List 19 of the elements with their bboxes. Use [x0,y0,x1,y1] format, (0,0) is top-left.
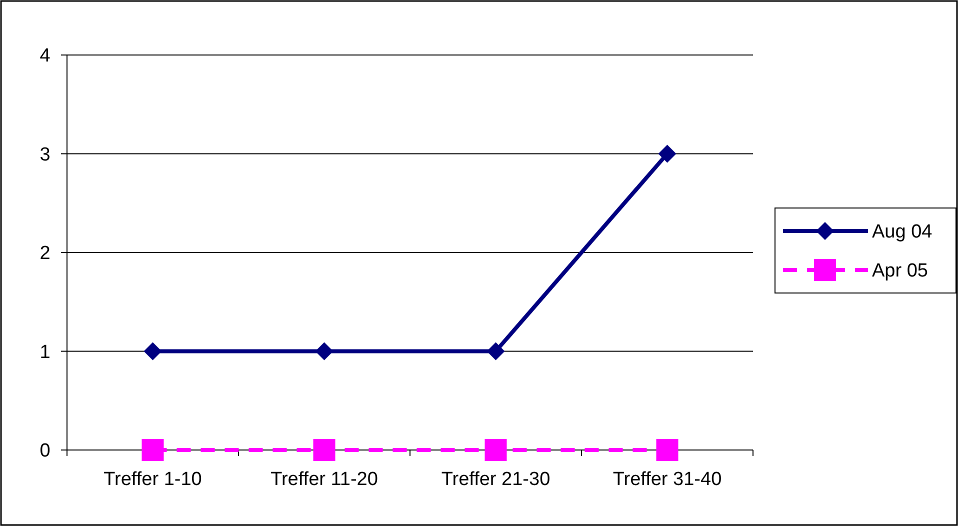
legend-label: Apr 05 [872,260,928,282]
point [315,342,334,360]
y-tick-label: 4 [40,46,51,67]
y-tick-label: 3 [40,144,50,166]
x-tick-label: Treffer 11-20 [270,469,378,490]
x-tick-label: Treffer 31-40 [612,469,722,490]
x-tick-label: Treffer 1-10 [104,469,202,490]
y-tick-label: 1 [40,342,50,363]
point [656,439,678,461]
x-tick-label: Treffer 21-30 [441,469,550,490]
legend-label: Aug 04 [872,222,933,243]
point [484,439,507,461]
point [142,439,164,461]
point [486,342,505,360]
point [313,439,336,461]
y-tick-label: 2 [40,243,50,264]
point [658,144,676,163]
y-tick-label: 0 [40,440,50,462]
point [144,342,162,360]
